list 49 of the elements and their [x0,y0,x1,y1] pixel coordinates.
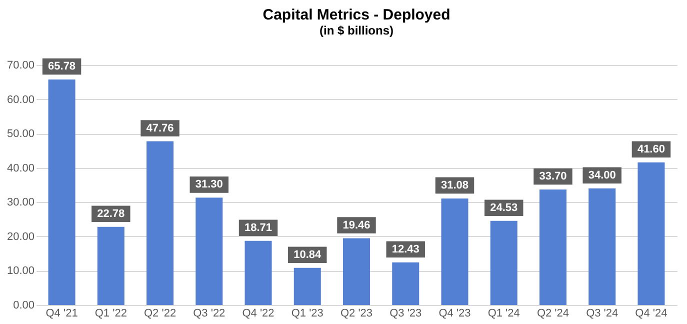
bar [146,141,174,305]
x-tick-label: Q3 '23 [390,308,422,320]
data-label: 22.78 [97,208,125,220]
data-label: 10.84 [294,248,322,261]
data-label: 18.71 [244,222,272,234]
bar [294,268,321,305]
bar [392,262,420,305]
y-tick-label: 70.00 [6,60,34,72]
data-label: 33.70 [539,170,567,182]
bar [441,198,468,305]
bar [244,240,272,305]
bar [196,198,223,305]
bar [539,189,566,305]
x-tick-label: Q3 '24 [586,308,618,320]
y-tick-label: 30.00 [6,196,34,209]
x-tick-label: Q1 '24 [488,308,520,320]
bar [342,238,370,305]
y-tick-label: 20.00 [6,230,34,243]
data-label: 34.00 [588,169,616,182]
data-label: 41.60 [637,143,665,156]
x-tick-label: Q1 '22 [94,308,127,320]
x-tick-label: Q1 '23 [291,308,324,320]
data-label: 47.76 [146,122,174,134]
data-label: 24.53 [490,202,518,214]
data-label: 31.30 [195,178,223,191]
data-label: 12.43 [392,243,420,256]
y-tick-label: 60.00 [6,94,34,106]
x-tick-label: Q2 '24 [536,308,570,320]
bar [490,220,518,305]
y-tick-label: 0.00 [13,300,34,312]
x-tick-label: Q3 '22 [193,308,226,320]
y-tick-label: 10.00 [6,265,34,278]
x-tick-label: Q2 '22 [144,308,176,320]
x-tick-label: Q4 '21 [46,308,78,320]
bar [97,226,124,305]
chart-subtitle: (in $ billions) [320,23,394,38]
x-tick-label: Q4 '22 [242,308,274,320]
x-tick-label: Q4 '23 [438,308,471,320]
data-label: 19.46 [342,219,370,232]
y-tick-label: 50.00 [6,128,34,140]
chart-title: Capital Metrics - Deployed [262,6,450,24]
y-tick-label: 40.00 [6,162,34,174]
bar [588,188,616,305]
x-tick-label: Q2 '23 [340,308,373,320]
bar [48,79,76,305]
data-label: 31.08 [440,179,469,192]
bar [638,162,665,305]
data-label: 65.78 [48,60,76,72]
x-tick-label: Q4 '24 [635,308,668,320]
